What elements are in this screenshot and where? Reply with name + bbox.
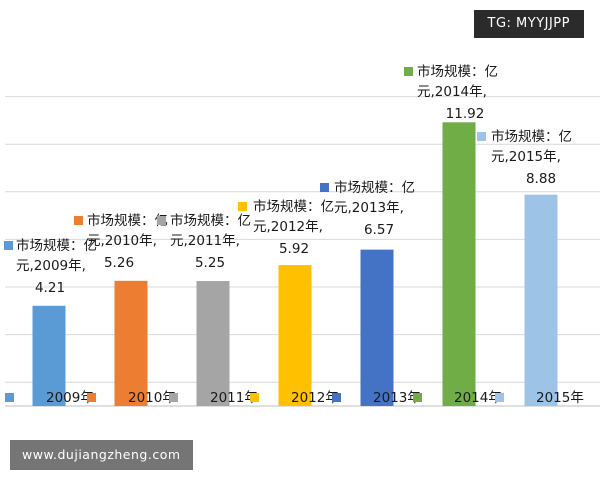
- legend-label: 2015年: [536, 390, 584, 406]
- bar-2010年: [114, 280, 148, 406]
- data-label-value: 11.92: [446, 106, 485, 122]
- legend-label: 2010年: [128, 390, 176, 406]
- watermark-badge-top: TG: MYYJJPP: [473, 10, 584, 38]
- legend-label: 2011年: [210, 390, 258, 406]
- watermark-badge-website: www.dujiangzheng.com: [10, 440, 193, 470]
- data-label-line: 元,2013年,: [334, 200, 404, 216]
- data-label-line: 市场规模：亿: [417, 63, 498, 80]
- data-label-marker: [4, 241, 13, 250]
- legend-label: 2013年: [373, 390, 421, 406]
- bar-2011年: [196, 281, 230, 406]
- data-label-line: 市场规模：亿: [16, 237, 97, 254]
- data-label-marker: [404, 67, 413, 76]
- data-label-value: 4.21: [35, 280, 65, 296]
- data-label-line: 元,2009年,: [16, 258, 86, 274]
- legend-marker: [332, 393, 341, 402]
- bar-2015年: [524, 194, 558, 406]
- data-label-line: 元,2011年,: [170, 233, 240, 249]
- data-label-marker: [74, 216, 83, 225]
- legend-label: 2012年: [291, 390, 339, 406]
- data-label-value: 8.88: [526, 171, 556, 187]
- legend-marker: [5, 393, 14, 402]
- data-label-marker: [320, 183, 329, 192]
- legend-marker: [250, 393, 259, 402]
- data-label-line: 市场规模：亿: [87, 212, 168, 229]
- data-label-line: 市场规模：亿: [334, 179, 415, 196]
- data-label-line: 元,2015年,: [491, 149, 561, 165]
- data-label-line: 市场规模：亿: [170, 212, 251, 229]
- legend-marker: [413, 393, 422, 402]
- data-label-line: 市场规模：亿: [253, 198, 334, 215]
- legend-label: 2014年: [454, 390, 502, 406]
- data-label-line: 元,2010年,: [87, 233, 157, 249]
- data-label-line: 元,2014年,: [417, 84, 487, 100]
- legend-marker: [87, 393, 96, 402]
- data-label-line: 市场规模：亿: [491, 128, 572, 145]
- bar-2012年: [278, 265, 312, 406]
- data-label-line: 元,2012年,: [253, 219, 323, 235]
- bar-2013年: [360, 249, 394, 406]
- bar-2014年: [442, 122, 476, 406]
- bar-2009年: [32, 305, 66, 406]
- data-label-marker: [157, 216, 166, 225]
- data-label-value: 6.57: [364, 222, 394, 238]
- legend-marker: [495, 393, 504, 402]
- data-label-value: 5.92: [279, 241, 309, 257]
- data-label-value: 5.25: [195, 255, 225, 271]
- legend-label: 2009年: [46, 390, 94, 406]
- legend-marker: [169, 393, 178, 402]
- data-label-marker: [238, 202, 247, 211]
- data-label-value: 5.26: [104, 255, 134, 271]
- data-label-marker: [477, 132, 486, 141]
